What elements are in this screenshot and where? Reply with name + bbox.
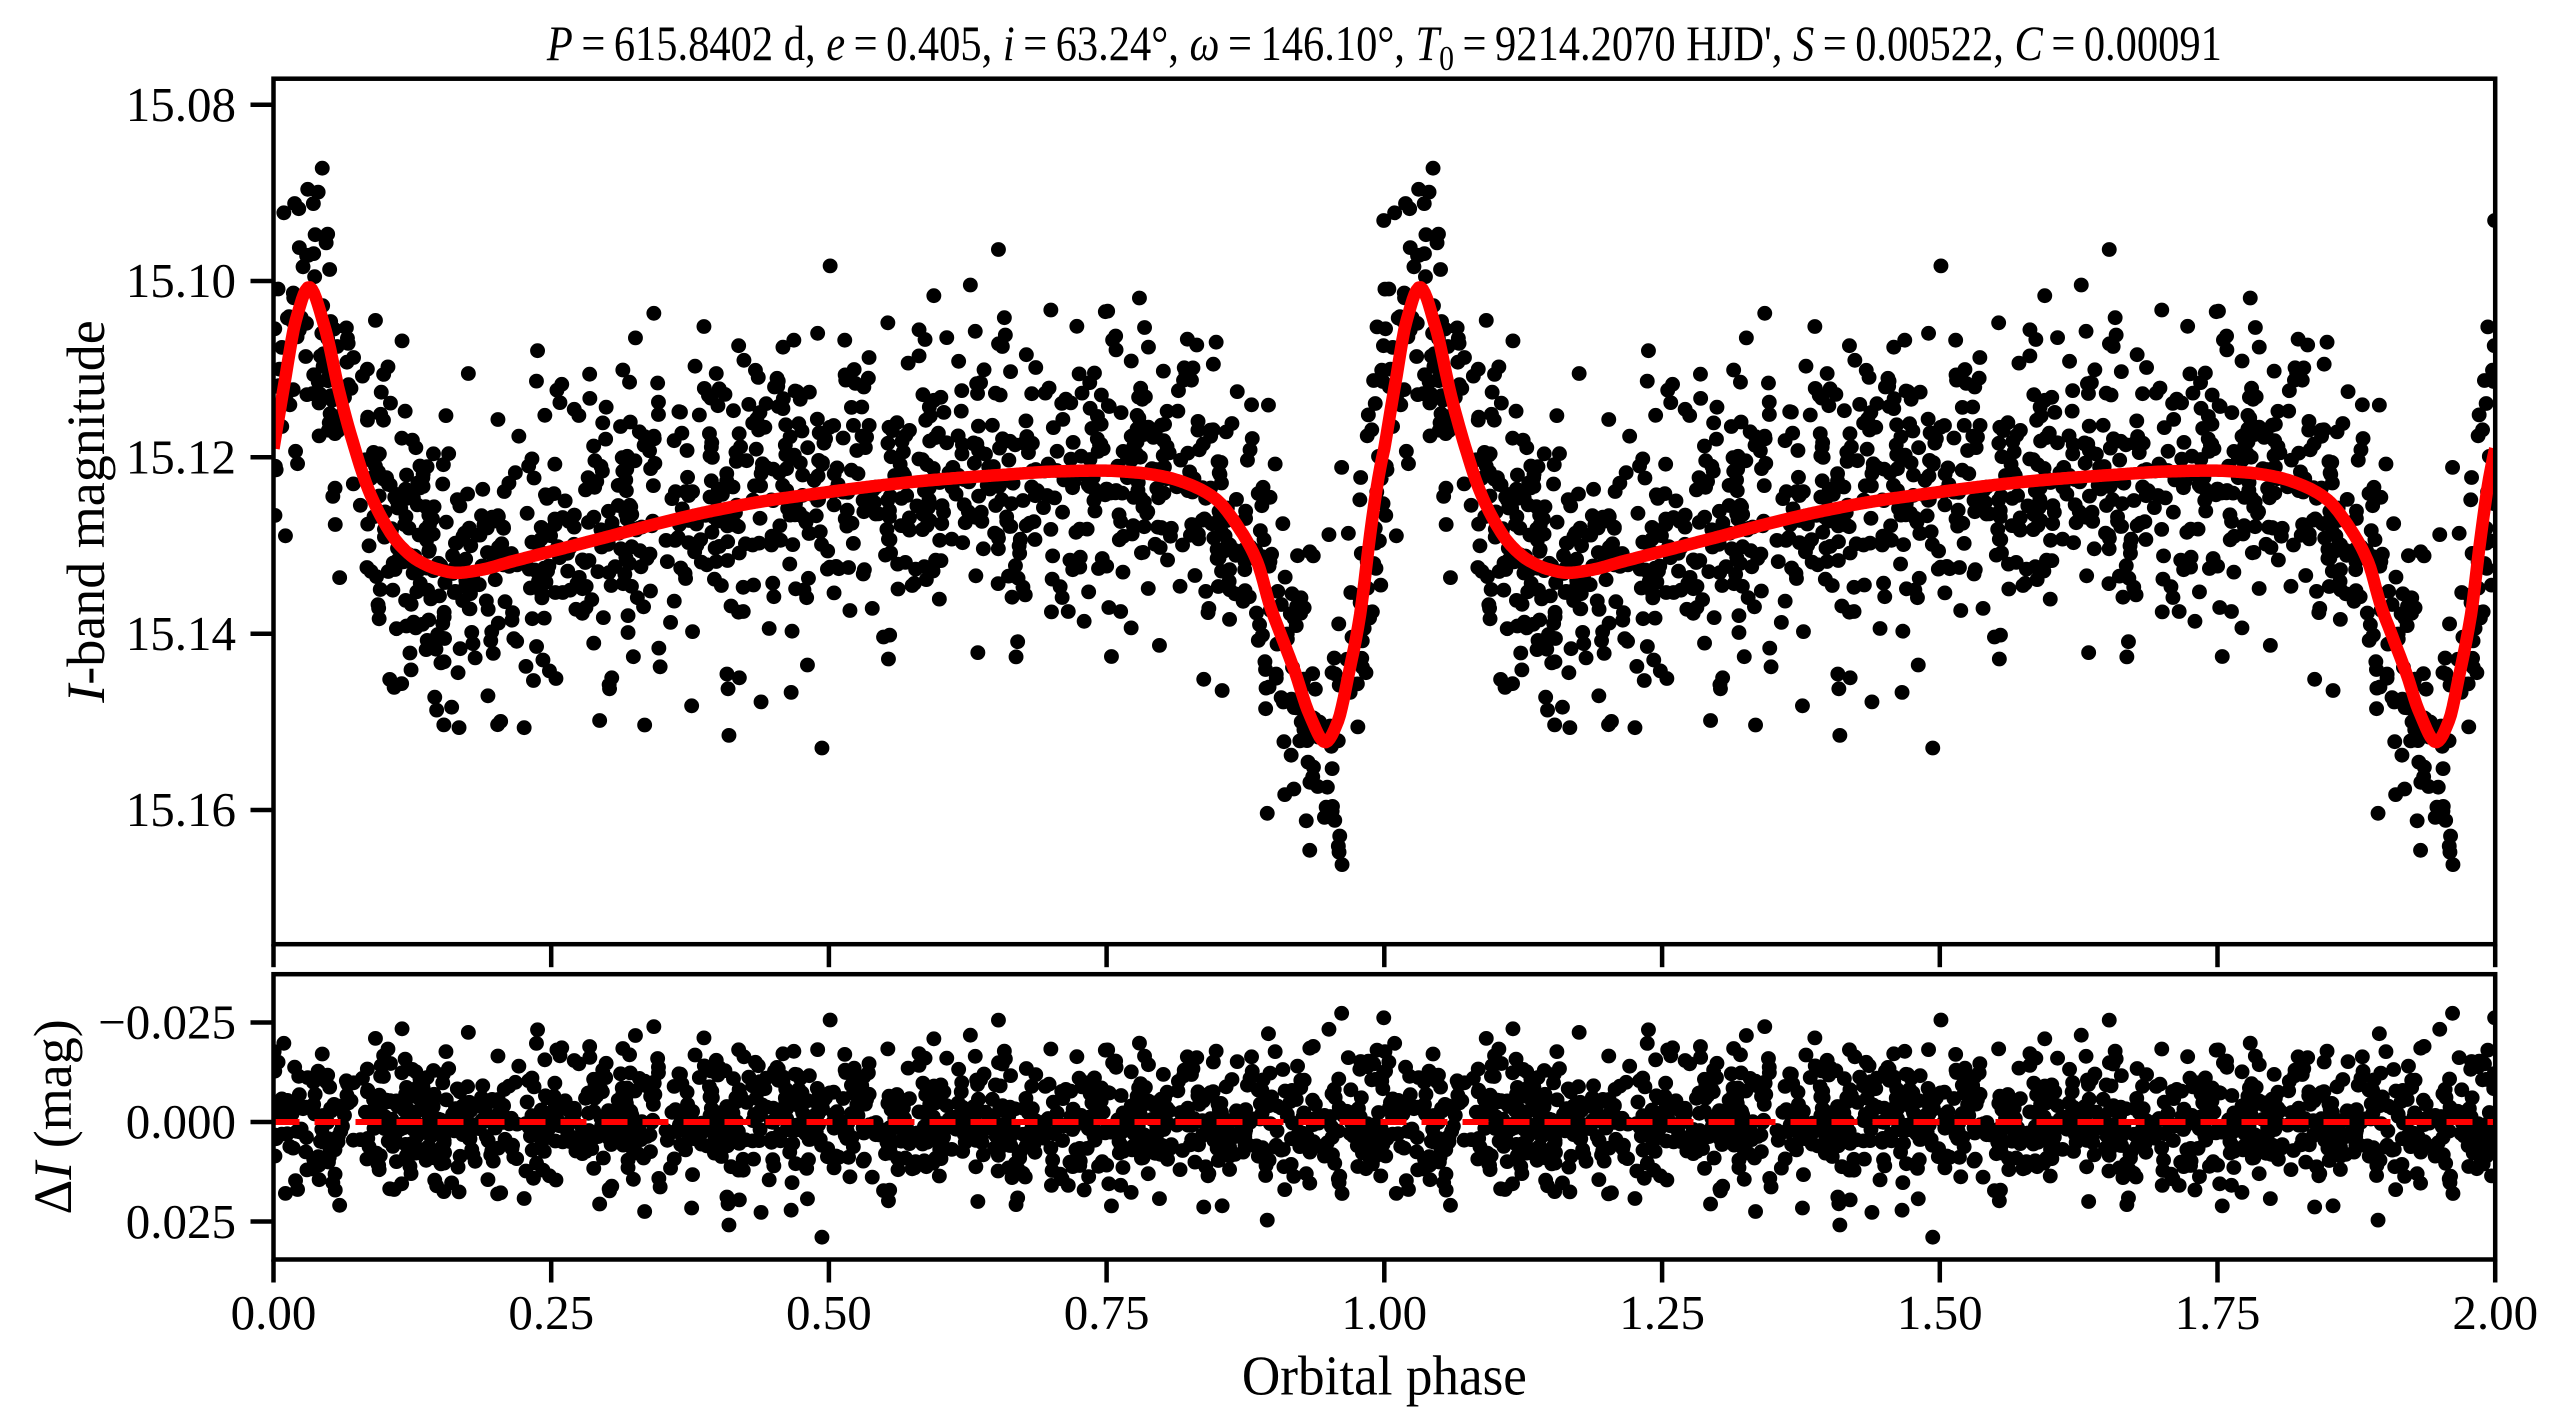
svg-text:Orbital phase: Orbital phase: [1242, 1345, 1527, 1407]
svg-text:1.75: 1.75: [2175, 1285, 2261, 1340]
svg-text:I-band magnitude: I-band magnitude: [56, 320, 116, 703]
svg-text:15.08: 15.08: [126, 77, 236, 132]
svg-text:0.25: 0.25: [508, 1285, 594, 1340]
svg-text:0.000: 0.000: [126, 1094, 236, 1149]
svg-text:ΔI (mag): ΔI (mag): [23, 1019, 83, 1214]
svg-text:15.10: 15.10: [126, 253, 236, 308]
svg-text:1.25: 1.25: [1619, 1285, 1705, 1340]
svg-text:P = 615.8402 d, e = 0.405, i =: P = 615.8402 d, e = 0.405, i = 63.24°, ω…: [546, 15, 2222, 78]
svg-text:15.12: 15.12: [126, 430, 236, 485]
svg-text:0.00: 0.00: [231, 1285, 317, 1340]
svg-text:0.025: 0.025: [126, 1194, 236, 1249]
svg-text:1.50: 1.50: [1897, 1285, 1983, 1340]
svg-text:15.16: 15.16: [126, 782, 236, 837]
svg-text:−0.025: −0.025: [98, 995, 236, 1050]
svg-text:15.14: 15.14: [126, 606, 236, 661]
svg-text:0.75: 0.75: [1064, 1285, 1150, 1340]
svg-text:0.50: 0.50: [786, 1285, 872, 1340]
svg-text:2.00: 2.00: [2452, 1285, 2538, 1340]
svg-text:1.00: 1.00: [1341, 1285, 1427, 1340]
